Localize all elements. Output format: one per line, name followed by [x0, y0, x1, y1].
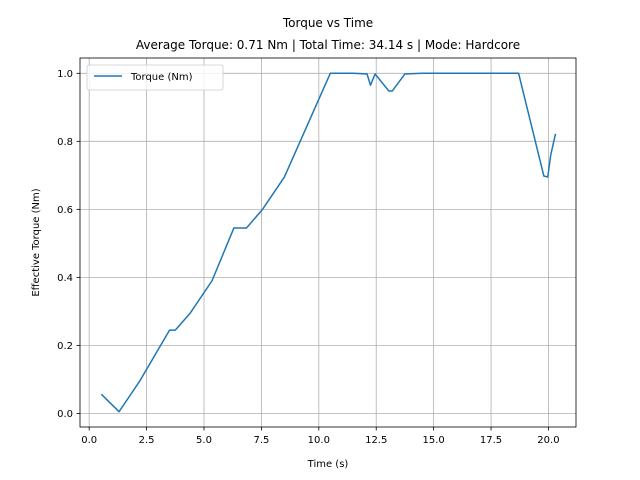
x-tick-label: 17.5 [480, 435, 502, 446]
y-tick-label: 0.2 [57, 341, 73, 352]
x-tick-label: 10.0 [308, 435, 330, 446]
x-tick-label: 20.0 [537, 435, 559, 446]
torque-series-line [100, 72, 557, 413]
plot-frame [79, 57, 577, 428]
x-tick-label: 5.0 [196, 435, 212, 446]
grid [80, 58, 576, 427]
y-tick-label: 1.0 [57, 69, 73, 80]
x-tick-label: 12.5 [365, 435, 387, 446]
chart-subtitle: Average Torque: 0.71 Nm | Total Time: 34… [136, 38, 520, 52]
y-tick-label: 0.0 [57, 409, 73, 420]
y-axis-label: Effective Torque (Nm) [31, 188, 42, 296]
legend-label: Torque (Nm) [130, 72, 193, 83]
series-layer [100, 72, 557, 413]
y-tick-label: 0.4 [57, 273, 73, 284]
x-axis-label: Time (s) [307, 459, 349, 470]
legend-box [86, 64, 224, 91]
chart-title: Torque vs Time [282, 16, 373, 30]
y-tick-label: 0.8 [57, 137, 73, 148]
y-tick-label: 0.6 [57, 205, 73, 216]
axis-ticks: 0.0 2.5 5.0 7.5 10.0 12.5 15.0 17.5 20.0 0.0 0.2 0.… [57, 69, 559, 446]
legend: Torque (Nm) [86, 64, 224, 91]
x-tick-label: 0.0 [81, 435, 97, 446]
x-tick-label: 15.0 [422, 435, 444, 446]
x-tick-label: 2.5 [139, 435, 155, 446]
x-tick-label: 7.5 [253, 435, 269, 446]
